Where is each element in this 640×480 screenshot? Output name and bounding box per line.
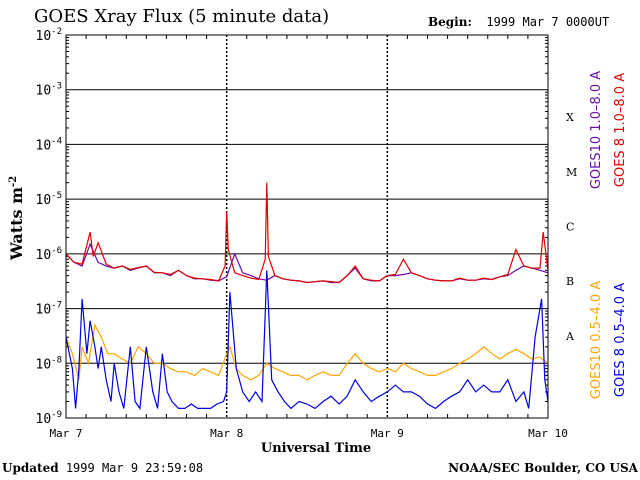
begin-value: 1999 Mar 7 0000UT — [486, 15, 610, 29]
updated-timestamp: Updated 1999 Mar 9 23:59:08 — [2, 461, 203, 475]
y-tick-base: 10 — [36, 138, 52, 153]
x-tick-label: Mar 10 — [528, 427, 568, 440]
y-tick-label: 10-6 — [36, 246, 63, 263]
legend: GOES10 1.0–8.0 A GOES 8 1.0–8.0 A GOES10 0… — [589, 71, 628, 399]
y-tick-exponent: -5 — [51, 191, 62, 201]
legend-entry-0: GOES10 1.0–8.0 A — [589, 71, 604, 189]
x-tick-label: Mar 9 — [371, 427, 404, 440]
x-tick-label: Mar 7 — [49, 427, 82, 440]
series-line-3 — [65, 270, 549, 411]
y-tick-labels: 10-910-810-710-610-510-410-310-2 — [36, 27, 63, 427]
series-line-2 — [65, 323, 549, 381]
y-tick-base: 10 — [36, 29, 52, 44]
legend-entry-1: GOES 8 1.0–8.0 A — [613, 73, 628, 187]
plot-frame — [65, 34, 549, 419]
y-tick-base: 10 — [36, 84, 52, 99]
begin-label: Begin: — [428, 15, 472, 29]
begin-time: Begin: 1999 Mar 7 0000UT — [428, 15, 609, 29]
y-tick-exponent: -6 — [51, 246, 62, 256]
y-tick-exponent: -8 — [51, 355, 62, 365]
updated-label: Updated — [2, 461, 59, 475]
legend-entry-3: GOES 8 0.5–4.0 A — [613, 283, 628, 397]
series-line-1 — [65, 182, 549, 284]
y-tick-base: 10 — [36, 357, 52, 372]
flare-class-label: X — [566, 111, 574, 124]
y-tick-label: 10-5 — [36, 191, 63, 208]
flare-class-label: C — [566, 221, 574, 234]
y-tick-base: 10 — [36, 303, 52, 318]
y-tick-exponent: -4 — [51, 136, 62, 146]
y-tick-label: 10-8 — [36, 355, 63, 372]
legend-entry-2: GOES10 0.5–4.0 A — [589, 281, 604, 399]
chart-title: GOES Xray Flux (5 minute data) — [34, 6, 330, 27]
plot-grid — [66, 35, 548, 418]
flare-class-label: B — [566, 275, 574, 288]
y-tick-label: 10-2 — [36, 27, 63, 44]
credit-line: NOAA/SEC Boulder, CO USA — [448, 461, 638, 475]
y-tick-label: 10-3 — [36, 82, 63, 99]
y-tick-exponent: -3 — [51, 82, 62, 92]
y-tick-base: 10 — [36, 412, 52, 427]
series-line-0 — [65, 242, 549, 284]
y-tick-label: 10-7 — [36, 301, 63, 318]
series-layer — [65, 182, 549, 411]
flare-class-label: M — [566, 166, 577, 179]
y-tick-exponent: -7 — [51, 301, 62, 311]
y-tick-exponent: -9 — [51, 410, 62, 420]
y-tick-base: 10 — [36, 248, 52, 263]
y-tick-exponent: -2 — [51, 27, 62, 37]
flare-class-label: A — [565, 330, 575, 343]
y-tick-label: 10-9 — [36, 410, 63, 427]
y-tick-label: 10-4 — [36, 136, 63, 153]
x-tick-label: Mar 8 — [210, 427, 243, 440]
x-axis-label: Universal Time — [261, 441, 371, 456]
updated-value: 1999 Mar 9 23:59:08 — [65, 461, 204, 475]
y-axis-label: Watts m-2 — [7, 176, 26, 261]
flare-class-labels: A B C M X — [565, 111, 577, 343]
y-tick-base: 10 — [36, 193, 52, 208]
x-tick-labels: Mar 7 Mar 8 Mar 9 Mar 10 — [49, 427, 567, 440]
